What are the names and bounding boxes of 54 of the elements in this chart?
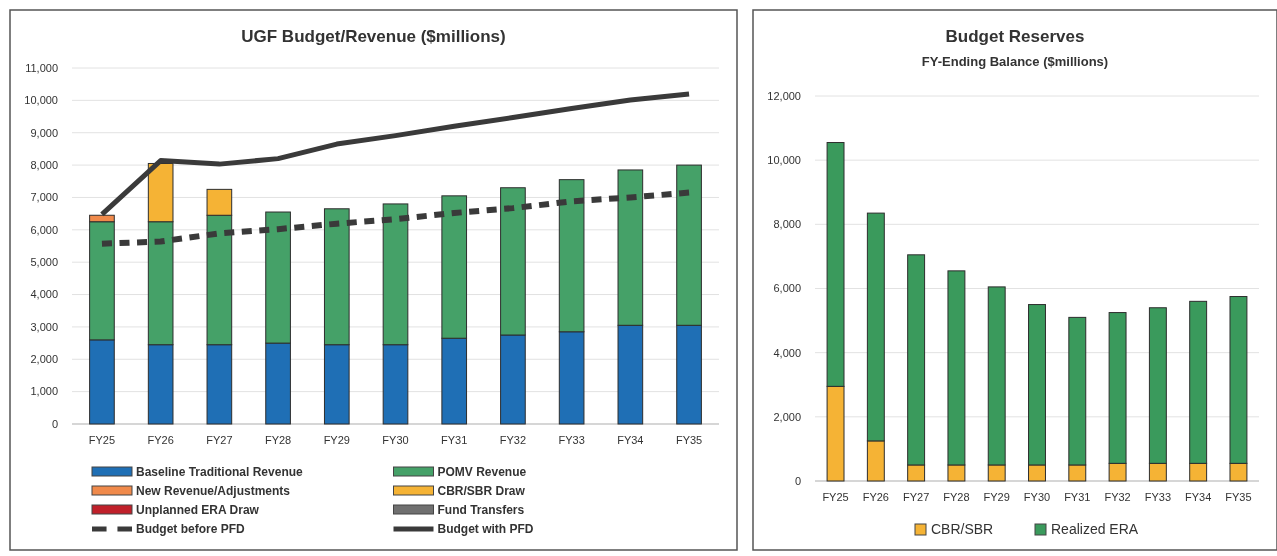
legend-label: CBR/SBR Draw	[437, 484, 526, 499]
y-tick-label: 8,000	[773, 218, 801, 231]
x-tick-label: FY34	[1185, 491, 1212, 503]
x-tick-label: FY30	[382, 434, 409, 446]
legend-label: POMV Revenue	[437, 465, 527, 480]
x-tick-label: FY32	[1104, 491, 1131, 503]
y-tick-label: 4,000	[30, 288, 58, 301]
y-tick-label: 2,000	[30, 353, 58, 366]
y-tick-label: 1,000	[30, 385, 58, 398]
x-tick-label: FY35	[1225, 491, 1252, 503]
x-tick-label: FY29	[983, 491, 1010, 503]
x-tick-label: FY31	[1064, 491, 1091, 503]
legend-label: Realized ERA	[1051, 520, 1139, 537]
x-tick-label: FY35	[675, 434, 703, 446]
x-tick-label: FY34	[617, 434, 644, 446]
legend-label: Unplanned ERA Draw	[136, 503, 260, 518]
x-tick-label: FY26	[862, 491, 889, 503]
x-tick-label: FY27	[902, 491, 930, 503]
y-tick-label: 6,000	[773, 282, 801, 295]
chart-subtitle: FY-Ending Balance ($millions)	[921, 54, 1109, 69]
y-tick-label: 9,000	[30, 126, 58, 139]
y-tick-label: 2,000	[773, 410, 801, 423]
y-tick-label: 8,000	[30, 158, 58, 171]
y-tick-label: 0	[51, 417, 58, 430]
x-tick-label: FY31	[441, 434, 468, 446]
x-tick-label: FY26	[147, 434, 174, 446]
legend-label: CBR/SBR	[931, 520, 994, 537]
y-tick-label: 6,000	[30, 223, 58, 236]
x-tick-label: FY33	[1144, 491, 1172, 503]
x-tick-label: FY30	[1023, 491, 1051, 503]
x-tick-label: FY29	[323, 434, 350, 446]
x-tick-label: FY32	[499, 434, 527, 446]
y-tick-label: 10,000	[24, 94, 58, 107]
x-tick-label: FY25	[88, 434, 116, 446]
chart-title: UGF Budget/Revenue ($millions)	[241, 27, 506, 46]
x-tick-label: FY27	[206, 434, 233, 446]
y-tick-label: 4,000	[773, 346, 801, 359]
y-tick-label: 0	[794, 474, 801, 487]
y-tick-label: 7,000	[30, 191, 58, 204]
legend-label: Fund Transfers	[437, 503, 525, 518]
x-tick-label: FY28	[943, 491, 970, 503]
y-tick-label: 3,000	[30, 320, 58, 333]
y-tick-label: 11,000	[25, 61, 58, 74]
legend-label: Budget with PFD	[437, 522, 534, 537]
legend-label: New Revenue/Adjustments	[136, 484, 291, 499]
y-tick-label: 5,000	[30, 256, 58, 269]
x-tick-label: FY28	[264, 434, 292, 446]
chart-title: Budget Reserves	[945, 27, 1085, 46]
y-tick-label: 12,000	[767, 89, 801, 102]
legend-label: Budget before PFD	[136, 522, 245, 537]
x-tick-label: FY25	[822, 491, 849, 503]
y-tick-label: 10,000	[767, 154, 801, 167]
x-tick-label: FY33	[558, 434, 585, 446]
legend-label: Baseline Traditional Revenue	[136, 465, 304, 480]
